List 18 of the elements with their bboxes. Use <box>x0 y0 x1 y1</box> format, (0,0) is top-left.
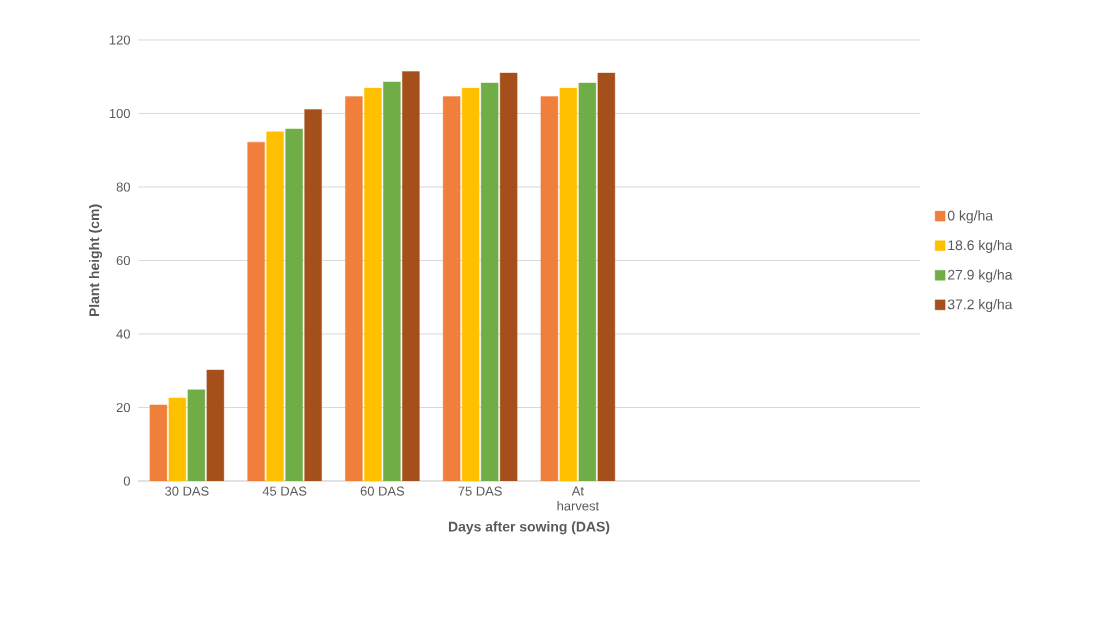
legend-label: 27.9 kg/ha <box>948 269 1013 283</box>
x-axis-title: Days after sowing (DAS) <box>448 521 610 535</box>
y-axis-title: Plant height (cm) <box>88 204 103 317</box>
legend-label: 18.6 kg/ha <box>948 239 1013 253</box>
y-tick-label: 80 <box>116 182 130 192</box>
y-tick-label: 20 <box>116 402 130 413</box>
x-tick-label: 45 DAS <box>262 486 307 496</box>
x-tick-label: At harvest <box>557 486 600 511</box>
x-tick-label: 75 DAS <box>458 486 502 496</box>
legend-label: 37.2 kg/ha <box>947 299 1013 313</box>
y-tick-label: 0 <box>123 476 130 486</box>
y-tick-label: 100 <box>109 108 130 119</box>
legend-label: 0 kg/ha <box>947 210 994 224</box>
y-tick-label: 60 <box>116 255 130 266</box>
y-tick-label: 120 <box>109 35 130 45</box>
x-tick-label: 60 DAS <box>360 486 405 496</box>
x-tick-label: 30 DAS <box>165 486 209 496</box>
y-tick-label: 40 <box>116 329 130 339</box>
